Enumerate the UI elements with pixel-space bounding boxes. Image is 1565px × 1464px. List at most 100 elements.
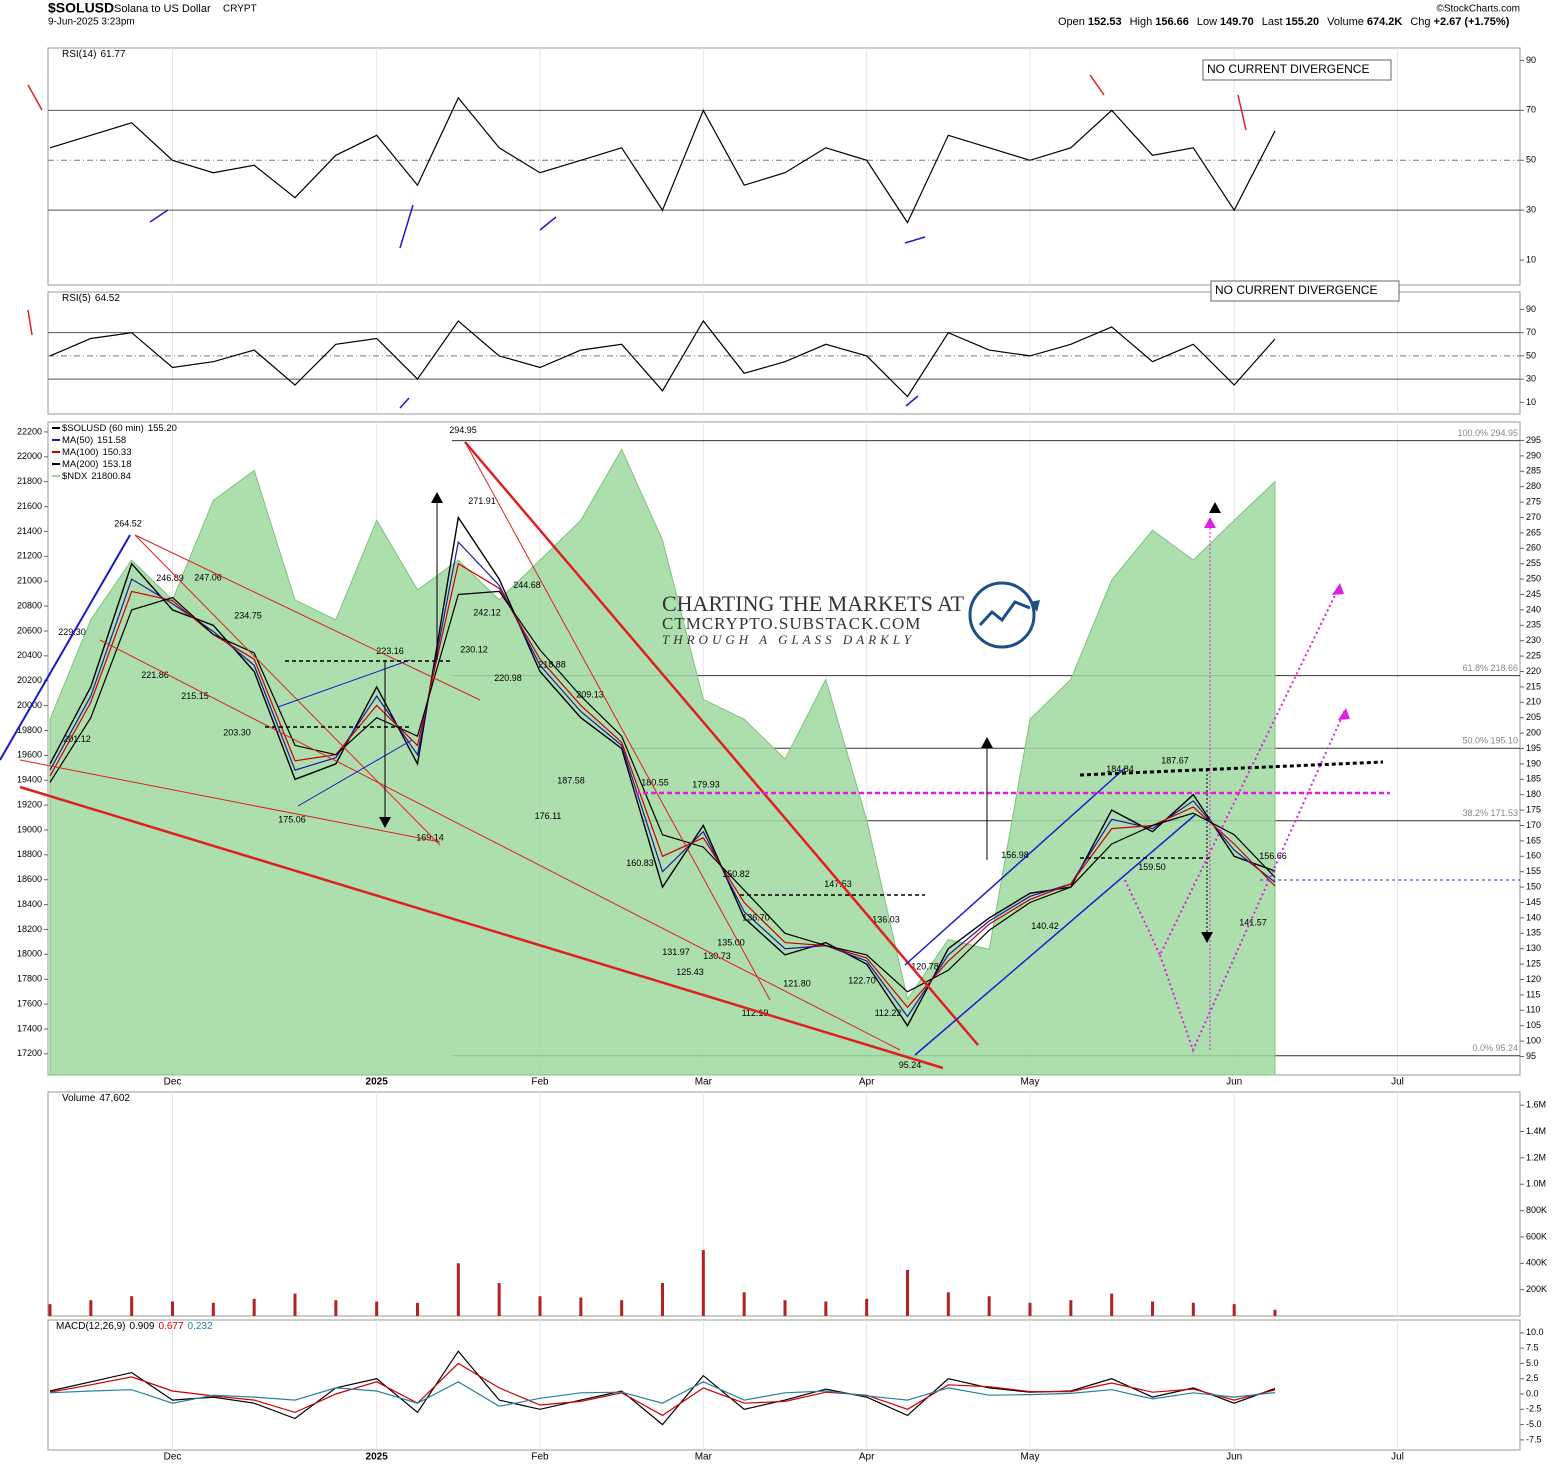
y-tick-label: 115 [1526, 989, 1540, 999]
y-tick-label: 7.5 [1526, 1343, 1539, 1353]
x-tick-label: Jul [1391, 1452, 1404, 1463]
price-label: 242.12 [473, 608, 501, 618]
y2-tick-label: 21000 [17, 576, 42, 586]
y2-tick-label: 17400 [17, 1023, 42, 1033]
quote-value: 156.66 [1155, 16, 1189, 28]
series-line [49, 1381, 1276, 1407]
price-label: 121.80 [783, 978, 811, 988]
y-tick-label: 2.5 [1526, 1373, 1539, 1383]
legend-value: 64.52 [95, 293, 120, 304]
price-label: 169.14 [416, 833, 444, 843]
series-line [49, 319, 1276, 398]
y-tick-label: 1.0M [1526, 1179, 1546, 1189]
y-tick-label: 90 [1526, 55, 1536, 65]
y-tick-label: 255 [1526, 558, 1541, 568]
price-label: 209.13 [576, 689, 604, 699]
y-tick-label: 1.2M [1526, 1152, 1546, 1162]
y-tick-label: 120 [1526, 974, 1541, 984]
y2-tick-label: 17600 [17, 998, 42, 1008]
panel-legend: Volume 47,602 [62, 1093, 130, 1104]
watermark-text: CTMCRYPTO.SUBSTACK.COM [662, 614, 921, 633]
panel [47, 1319, 1521, 1451]
y-tick-label: 30 [1526, 374, 1536, 384]
price-label: 147.53 [824, 879, 852, 889]
price-label: 229.30 [58, 627, 86, 637]
y-tick-label: 95 [1526, 1051, 1536, 1061]
series-line [49, 562, 1276, 1009]
volume-bar [987, 1296, 991, 1316]
x-tick-label: Dec [164, 1452, 182, 1463]
quote-label: High [1130, 16, 1153, 28]
annotation-box [1202, 59, 1392, 81]
quote-value: +2.67 (+1.75%) [1434, 16, 1510, 28]
legend-value: 153.18 [102, 459, 131, 470]
volume-bar [946, 1292, 950, 1316]
volume-bar [1232, 1304, 1236, 1316]
price-label: 156.66 [1259, 851, 1287, 861]
y-tick-label: 270 [1526, 512, 1541, 522]
y2-tick-label: 19200 [17, 799, 42, 809]
x-tick-label: Jun [1226, 1452, 1242, 1463]
quote-value: 149.70 [1220, 16, 1254, 28]
watermark: CHARTING THE MARKETS AT CTMCRYPTO.SUBSTA… [662, 581, 1040, 649]
legend-name: MA(100) [62, 447, 98, 458]
price-label: 120.78 [911, 961, 939, 971]
timestamp: 9-Jun-2025 3:23pm [48, 17, 135, 28]
price-label: 136.03 [872, 915, 900, 925]
price-label: 180.55 [641, 777, 669, 787]
quote-label: Chg [1410, 16, 1430, 28]
ndx-area [49, 448, 1276, 1076]
y2-tick-label: 21400 [17, 526, 42, 536]
y-tick-label: 140 [1526, 912, 1541, 922]
volume-bar [701, 1250, 705, 1316]
legend-name: RSI(5) [62, 293, 91, 304]
divergence-arrow [399, 204, 414, 249]
x-tick-label: Feb [531, 1077, 549, 1088]
price-label: 221.86 [141, 670, 169, 680]
price-label: 203.30 [223, 727, 251, 737]
divergence-arrow [27, 84, 43, 111]
channel-line [914, 814, 1196, 1056]
legend-value: 0.232 [188, 1321, 213, 1332]
price-label: 244.68 [513, 580, 541, 590]
volume-bar [1028, 1302, 1032, 1316]
y-tick-label: 110 [1526, 1005, 1540, 1015]
projection [1159, 709, 1346, 1053]
y2-tick-label: 19000 [17, 824, 42, 834]
y-tick-label: 30 [1526, 205, 1536, 215]
y-tick-label: 210 [1526, 697, 1541, 707]
quote-label: Volume [1327, 16, 1364, 28]
arrow-head [1201, 932, 1213, 943]
watermark-text: CHARTING THE MARKETS AT [662, 591, 965, 616]
fib-label: 61.8% 218.66 [1462, 663, 1518, 673]
price-label: 176.11 [535, 811, 562, 821]
y2-tick-label: 18800 [17, 849, 42, 859]
volume-bar [456, 1263, 460, 1316]
y2-tick-label: 19600 [17, 750, 42, 760]
trendline [134, 534, 441, 846]
logo [1030, 600, 1040, 612]
series-line [49, 590, 1276, 993]
volume-bar [130, 1296, 134, 1316]
panel-legend: RSI(14) 61.77 [62, 49, 126, 60]
volume-bar [783, 1300, 787, 1316]
y2-tick-label: 21200 [17, 551, 42, 561]
y2-tick-label: 21600 [17, 501, 42, 511]
exchange: CRYPT [223, 4, 257, 15]
plot-area: 10 30 50 70 90 RSI(14) 61.77 NO CURRENT DIVERGE… [17, 47, 1547, 1463]
y2-tick-label: 17200 [17, 1048, 42, 1058]
panel [47, 47, 1521, 286]
y2-tick-label: 22200 [17, 426, 42, 436]
arrow-head [1332, 583, 1344, 595]
volume-bar [742, 1292, 746, 1316]
y-tick-label: 125 [1526, 958, 1541, 968]
annotation-box [1210, 280, 1400, 302]
y-tick-label: 50 [1526, 350, 1536, 360]
quote-label: Open [1058, 16, 1085, 28]
quote-value: 155.20 [1286, 16, 1320, 28]
y-tick-label: 10 [1526, 397, 1536, 407]
trendline [134, 534, 481, 701]
y-tick-label: 285 [1526, 466, 1541, 476]
volume-bar [824, 1301, 828, 1316]
